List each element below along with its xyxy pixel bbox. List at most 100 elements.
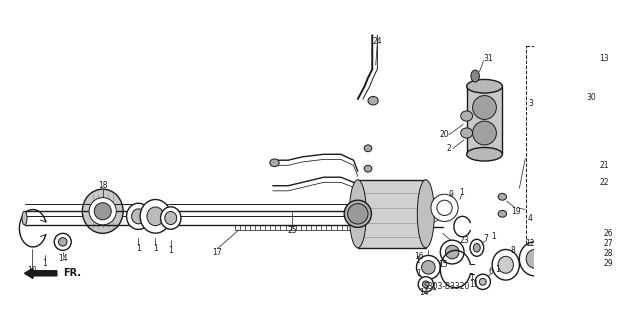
Ellipse shape <box>147 207 164 226</box>
Text: 8: 8 <box>510 246 515 255</box>
Bar <box>568 80 586 237</box>
Ellipse shape <box>270 159 279 167</box>
Text: 1: 1 <box>459 188 464 197</box>
Ellipse shape <box>567 124 587 134</box>
Ellipse shape <box>364 145 372 152</box>
Text: 25: 25 <box>288 226 297 235</box>
Text: 15: 15 <box>438 260 448 269</box>
Ellipse shape <box>564 160 590 171</box>
Text: 1: 1 <box>431 283 436 292</box>
Text: 30: 30 <box>587 93 596 102</box>
Circle shape <box>94 203 111 220</box>
Ellipse shape <box>554 240 579 247</box>
Text: 1: 1 <box>153 244 158 253</box>
Ellipse shape <box>127 203 150 229</box>
Text: FR.: FR. <box>63 268 81 278</box>
Ellipse shape <box>498 193 507 200</box>
Text: 26: 26 <box>604 229 613 238</box>
Circle shape <box>423 281 429 288</box>
Bar <box>540 225 626 276</box>
Text: 1: 1 <box>416 269 421 278</box>
Text: 14: 14 <box>58 254 68 263</box>
Ellipse shape <box>554 260 579 268</box>
Circle shape <box>473 96 497 119</box>
Text: 9: 9 <box>449 190 454 199</box>
Bar <box>526 46 627 250</box>
Ellipse shape <box>165 212 177 225</box>
Ellipse shape <box>526 250 543 268</box>
Ellipse shape <box>82 189 123 233</box>
Ellipse shape <box>498 210 507 217</box>
FancyArrow shape <box>24 268 57 278</box>
Text: 1: 1 <box>470 273 474 282</box>
Text: 12: 12 <box>525 239 534 248</box>
Text: 24: 24 <box>372 37 382 46</box>
Ellipse shape <box>440 240 464 264</box>
Text: 3: 3 <box>528 99 533 108</box>
Circle shape <box>55 233 71 250</box>
Text: 31: 31 <box>483 54 493 63</box>
Text: 27: 27 <box>604 239 613 248</box>
Circle shape <box>347 204 368 224</box>
Text: 1: 1 <box>43 259 47 268</box>
Text: 6: 6 <box>488 267 493 276</box>
Text: 1: 1 <box>169 246 173 255</box>
Ellipse shape <box>554 229 579 237</box>
Ellipse shape <box>368 96 378 105</box>
Text: 1: 1 <box>415 256 419 265</box>
Text: 22: 22 <box>599 178 609 187</box>
Ellipse shape <box>461 111 473 121</box>
Text: 1: 1 <box>492 232 496 241</box>
Circle shape <box>58 237 67 246</box>
Bar <box>358 180 426 248</box>
Text: 7: 7 <box>483 234 488 243</box>
Text: 28: 28 <box>604 249 613 258</box>
Text: 23: 23 <box>459 236 469 245</box>
Text: 17: 17 <box>213 248 223 257</box>
Ellipse shape <box>418 180 435 248</box>
Ellipse shape <box>161 207 181 229</box>
Ellipse shape <box>421 260 435 274</box>
Text: 29: 29 <box>604 260 613 268</box>
Ellipse shape <box>22 211 27 225</box>
Ellipse shape <box>519 242 550 276</box>
Bar <box>466 86 502 154</box>
Ellipse shape <box>344 200 371 228</box>
Ellipse shape <box>132 209 145 224</box>
Text: 21: 21 <box>599 161 609 170</box>
Ellipse shape <box>571 100 584 107</box>
Text: 1: 1 <box>136 244 141 253</box>
Ellipse shape <box>567 153 587 164</box>
Text: 19: 19 <box>511 207 521 216</box>
Text: 16: 16 <box>414 252 424 261</box>
Text: 1: 1 <box>495 265 500 275</box>
Ellipse shape <box>471 70 480 82</box>
Ellipse shape <box>567 198 587 208</box>
Ellipse shape <box>498 256 514 273</box>
Ellipse shape <box>567 109 587 119</box>
Ellipse shape <box>492 250 519 280</box>
Circle shape <box>480 278 486 285</box>
Ellipse shape <box>466 79 502 93</box>
Ellipse shape <box>364 165 372 172</box>
Ellipse shape <box>416 255 440 279</box>
Text: 11: 11 <box>470 280 479 289</box>
Ellipse shape <box>445 245 459 259</box>
Text: 2: 2 <box>446 144 451 153</box>
Ellipse shape <box>564 177 590 188</box>
Ellipse shape <box>140 199 171 233</box>
Text: 14: 14 <box>419 288 429 297</box>
Text: 13: 13 <box>599 54 609 63</box>
Circle shape <box>569 39 606 77</box>
Ellipse shape <box>567 169 587 179</box>
Circle shape <box>475 274 490 290</box>
FancyArrow shape <box>596 225 613 232</box>
Circle shape <box>418 277 433 292</box>
Ellipse shape <box>567 139 587 149</box>
Circle shape <box>473 121 497 145</box>
Circle shape <box>577 48 598 68</box>
Ellipse shape <box>554 250 579 258</box>
Ellipse shape <box>545 100 559 107</box>
Text: 4: 4 <box>528 213 533 222</box>
Ellipse shape <box>466 148 502 161</box>
